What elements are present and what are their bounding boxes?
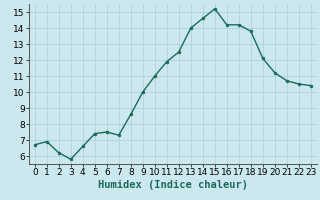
X-axis label: Humidex (Indice chaleur): Humidex (Indice chaleur): [98, 180, 248, 190]
